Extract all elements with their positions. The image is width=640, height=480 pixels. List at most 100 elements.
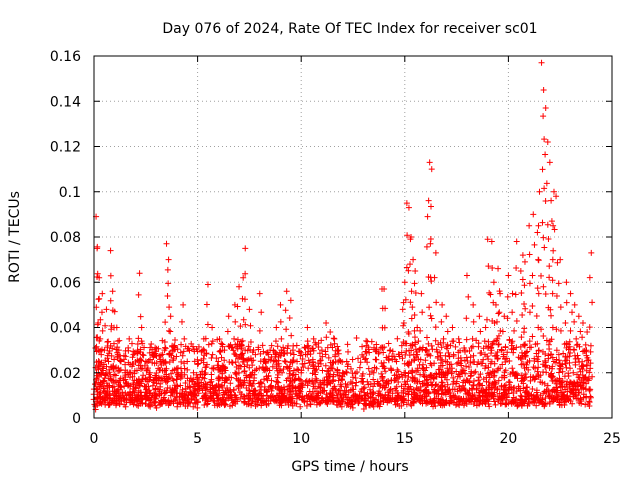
- data-point: [573, 335, 580, 342]
- data-point: [571, 352, 578, 359]
- data-point: [256, 390, 263, 397]
- data-point: [286, 385, 293, 392]
- data-point: [295, 366, 302, 373]
- data-point: [245, 400, 252, 407]
- data-point: [125, 347, 132, 354]
- data-point: [147, 390, 154, 397]
- data-point: [521, 342, 528, 349]
- data-point: [336, 399, 343, 406]
- data-point: [162, 398, 169, 405]
- data-point: [349, 404, 356, 411]
- data-point: [540, 332, 547, 339]
- data-point: [134, 395, 141, 402]
- data-point: [172, 396, 179, 403]
- data-point: [297, 403, 304, 410]
- data-point: [263, 349, 270, 356]
- data-point: [410, 399, 417, 406]
- data-point: [461, 357, 468, 364]
- data-point: [420, 365, 427, 372]
- data-point: [330, 371, 337, 378]
- data-point: [501, 374, 508, 381]
- data-point: [241, 368, 248, 375]
- data-point: [487, 393, 494, 400]
- data-point: [434, 348, 441, 355]
- data-point: [272, 338, 279, 345]
- data-point: [277, 386, 284, 393]
- data-point: [435, 341, 442, 348]
- data-point: [243, 372, 250, 379]
- data-point: [420, 371, 427, 378]
- data-point: [182, 380, 189, 387]
- data-point: [235, 383, 242, 390]
- data-point: [240, 316, 247, 323]
- data-point: [518, 289, 525, 296]
- data-point: [101, 347, 108, 354]
- data-point: [94, 270, 101, 277]
- data-point: [470, 318, 477, 325]
- data-point: [236, 362, 243, 369]
- data-point: [410, 375, 417, 382]
- data-point: [535, 347, 542, 354]
- data-point: [586, 386, 593, 393]
- data-point: [519, 276, 526, 283]
- data-point: [258, 309, 265, 316]
- data-point: [562, 360, 569, 367]
- data-point: [242, 321, 249, 328]
- data-point: [240, 379, 247, 386]
- data-point: [343, 368, 350, 375]
- data-point: [518, 349, 525, 356]
- data-point: [435, 366, 442, 373]
- data-point: [113, 324, 120, 331]
- data-point: [388, 377, 395, 384]
- data-point: [509, 365, 516, 372]
- data-point: [474, 361, 481, 368]
- data-point: [143, 396, 150, 403]
- data-point: [529, 333, 536, 340]
- data-point: [355, 400, 362, 407]
- data-point: [423, 243, 430, 250]
- data-point: [307, 401, 314, 408]
- data-point: [309, 389, 316, 396]
- data-point: [215, 375, 222, 382]
- data-point: [432, 382, 439, 389]
- data-point: [474, 395, 481, 402]
- data-point: [139, 365, 146, 372]
- data-point: [546, 393, 553, 400]
- data-point: [498, 346, 505, 353]
- data-point: [242, 245, 249, 252]
- data-point: [107, 272, 114, 279]
- data-point: [138, 324, 145, 331]
- data-point: [503, 393, 510, 400]
- data-point: [267, 357, 274, 364]
- data-point: [554, 259, 561, 266]
- data-point: [169, 367, 176, 374]
- data-point: [433, 370, 440, 377]
- data-point: [150, 352, 157, 359]
- data-point: [234, 336, 241, 343]
- data-point: [145, 383, 152, 390]
- data-point: [563, 381, 570, 388]
- data-point: [191, 396, 198, 403]
- data-point: [551, 226, 558, 233]
- data-point: [393, 383, 400, 390]
- data-point: [571, 318, 578, 325]
- data-point: [117, 366, 124, 373]
- data-point: [517, 392, 524, 399]
- data-point: [556, 369, 563, 376]
- data-point: [226, 359, 233, 366]
- data-point: [222, 377, 229, 384]
- data-point: [567, 290, 574, 297]
- data-point: [158, 400, 165, 407]
- data-point: [549, 277, 556, 284]
- data-point: [252, 351, 259, 358]
- data-point: [425, 340, 432, 347]
- data-point: [127, 395, 134, 402]
- data-point: [184, 375, 191, 382]
- data-point: [319, 353, 326, 360]
- data-point: [586, 274, 593, 281]
- data-point: [153, 374, 160, 381]
- data-point: [104, 387, 111, 394]
- data-point: [372, 356, 379, 363]
- data-point: [110, 364, 117, 371]
- data-point: [332, 347, 339, 354]
